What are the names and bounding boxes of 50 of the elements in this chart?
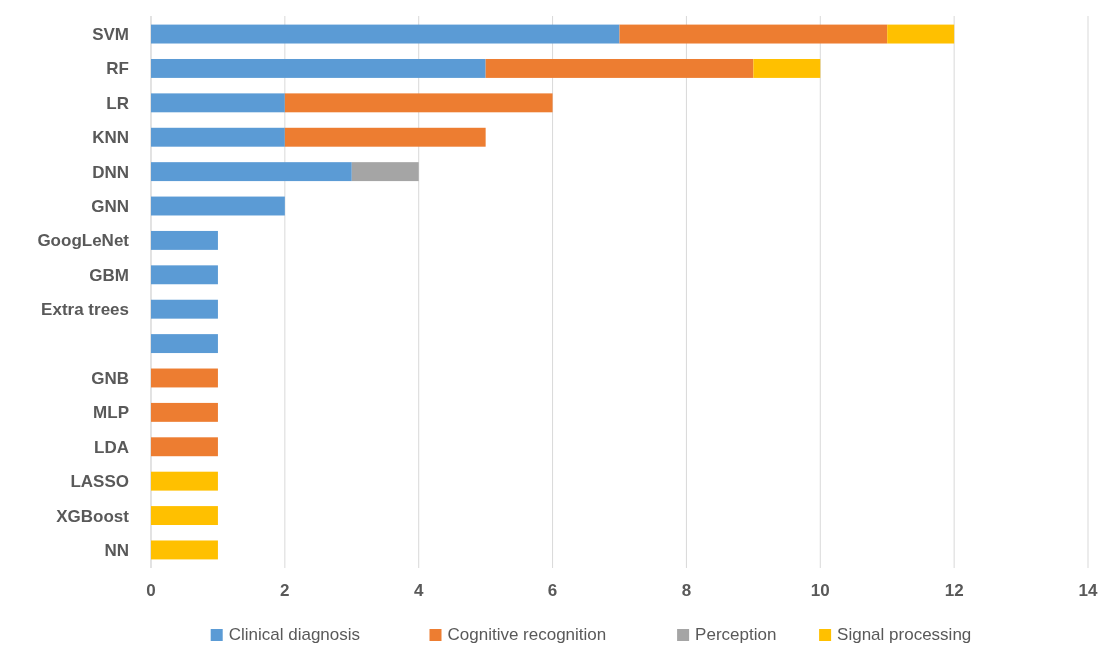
bar (151, 368, 218, 388)
y-tick-label: LASSO (70, 472, 129, 492)
y-tick-label: Extra trees (41, 300, 129, 320)
y-tick-label: GNB (91, 368, 129, 388)
x-tick-label: 4 (413, 581, 424, 600)
y-tick-label: GNN (91, 196, 129, 216)
bar (151, 162, 352, 182)
bar (151, 93, 285, 113)
bar (485, 58, 754, 78)
bar (284, 127, 486, 147)
y-tick-label: KNN (92, 128, 129, 148)
y-tick-label: MLP (93, 403, 129, 423)
bar (151, 299, 218, 319)
x-tick-label: 2 (280, 581, 290, 600)
y-tick-label: XGBoost (56, 506, 130, 526)
x-tick-label: 14 (1078, 581, 1098, 600)
y-tick-label: LR (106, 93, 129, 113)
bar (151, 437, 218, 457)
y-tick-label: SVM (92, 25, 129, 45)
bar (151, 230, 218, 250)
y-tick-label: RF (106, 59, 129, 79)
legend-label: Cognitive recognition (447, 625, 607, 644)
legend-label: Clinical diagnosis (228, 625, 361, 644)
bar (887, 24, 955, 44)
x-tick-label: 12 (944, 581, 964, 600)
x-tick-label: 10 (810, 581, 830, 600)
bar (151, 196, 285, 216)
x-tick-label: 0 (146, 581, 156, 600)
legend-label: Signal processing (837, 625, 972, 644)
bar (151, 471, 218, 491)
bar (151, 58, 486, 78)
x-tick-label: 8 (681, 581, 692, 600)
bar (151, 540, 218, 560)
y-tick-label: GBM (89, 265, 129, 285)
bar (284, 93, 553, 113)
bar (753, 58, 821, 78)
legend-label: Perception (695, 625, 777, 644)
bar (351, 162, 419, 182)
bar (151, 127, 285, 147)
bar (151, 24, 620, 44)
y-tick-label: NN (104, 540, 129, 560)
x-tick-label: 6 (547, 581, 558, 600)
y-tick-label: LDA (94, 437, 129, 457)
bar (151, 265, 218, 285)
bar (151, 402, 218, 422)
bar (619, 24, 888, 44)
y-tick-label: GoogLeNet (37, 231, 130, 251)
bar (151, 506, 218, 526)
y-tick-label: DNN (92, 162, 129, 182)
bar (151, 334, 218, 354)
